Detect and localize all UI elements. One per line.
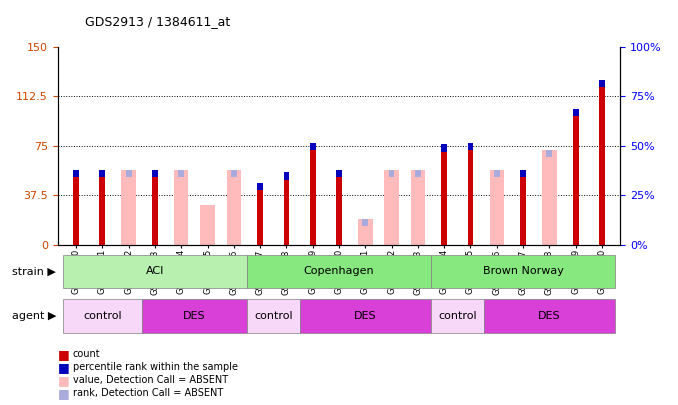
Text: control: control [254,311,293,321]
Bar [231,170,237,177]
Bar [363,219,368,226]
Bar [573,109,578,245]
Bar [178,170,184,177]
Bar [384,170,399,245]
Bar [490,170,504,245]
Bar [310,143,315,245]
Bar [257,183,263,190]
Bar [247,255,431,288]
Text: ■: ■ [58,387,69,400]
Text: count: count [73,350,100,359]
Text: ■: ■ [58,374,69,387]
Bar [152,170,158,177]
Text: strain ▶: strain ▶ [12,266,56,276]
Bar [283,172,290,179]
Text: ACI: ACI [146,266,164,276]
Text: DES: DES [354,311,376,321]
Bar [599,80,605,245]
Bar [63,255,247,288]
Text: value, Detection Call = ABSENT: value, Detection Call = ABSENT [73,375,228,385]
Bar [441,145,447,245]
Bar [310,143,315,150]
Bar [494,170,500,177]
Bar [431,255,615,288]
Bar [257,183,263,245]
Text: agent ▶: agent ▶ [12,311,56,321]
Bar [300,299,431,333]
Bar [431,299,483,333]
Bar [73,170,79,245]
Bar [411,170,425,245]
Text: control: control [83,311,121,321]
Text: ■: ■ [58,361,69,374]
Bar [468,143,473,150]
Bar [174,170,188,245]
Bar [100,170,105,245]
Bar [542,150,557,245]
Bar [336,170,342,177]
Bar [358,219,372,245]
Bar [226,170,241,245]
Bar [520,170,526,245]
Bar [520,170,526,177]
Bar [63,299,142,333]
Bar [599,80,605,87]
Text: Brown Norway: Brown Norway [483,266,563,276]
Text: ■: ■ [58,348,69,361]
Bar [546,150,553,157]
Bar [283,172,290,245]
Bar [200,205,215,245]
Bar [388,170,395,177]
Bar [142,299,247,333]
Bar [125,170,132,177]
Bar [573,109,578,116]
Bar [100,170,105,177]
Bar [152,170,158,245]
Text: control: control [438,311,477,321]
Bar [247,299,300,333]
Text: Copenhagen: Copenhagen [304,266,374,276]
Bar [415,170,421,177]
Bar [121,170,136,245]
Text: rank, Detection Call = ABSENT: rank, Detection Call = ABSENT [73,388,223,398]
Bar [483,299,615,333]
Text: DES: DES [538,311,561,321]
Text: DES: DES [183,311,205,321]
Bar [73,170,79,177]
Bar [441,145,447,152]
Text: percentile rank within the sample: percentile rank within the sample [73,362,237,372]
Bar [468,143,473,245]
Text: GDS2913 / 1384611_at: GDS2913 / 1384611_at [85,15,230,28]
Bar [336,170,342,245]
